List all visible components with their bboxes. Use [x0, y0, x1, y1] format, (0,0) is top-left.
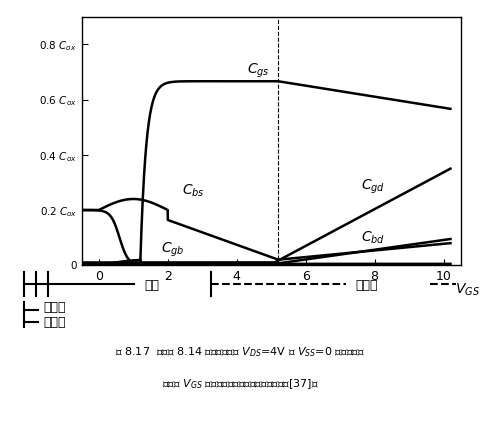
Text: 电容与 $V_{GS}$ 的关系曲线（用精确计算预计的）[37]。: 电容与 $V_{GS}$ 的关系曲线（用精确计算预计的）[37]。 [162, 377, 318, 391]
Text: $C_{gs}$: $C_{gs}$ [247, 61, 270, 80]
Text: $C_{bd}$: $C_{bd}$ [361, 230, 385, 246]
Text: 非饱和: 非饱和 [355, 279, 378, 292]
X-axis label: $V_{GS}$ (V): $V_{GS}$ (V) [455, 280, 480, 298]
Text: 弱反型: 弱反型 [43, 316, 66, 329]
Text: 图 8.17  对于图 8.14 中的器件，当 $V_{DS}$=4V 及 $V_{SS}$=0 时，小信号: 图 8.17 对于图 8.14 中的器件，当 $V_{DS}$=4V 及 $V_… [115, 345, 365, 359]
Text: $C_{bs}$: $C_{bs}$ [181, 183, 204, 199]
Text: 饱和: 饱和 [144, 279, 159, 292]
Text: $C_{gd}$: $C_{gd}$ [361, 177, 385, 196]
Text: 中反型: 中反型 [43, 301, 66, 314]
Text: $C_{gb}$: $C_{gb}$ [161, 241, 184, 259]
